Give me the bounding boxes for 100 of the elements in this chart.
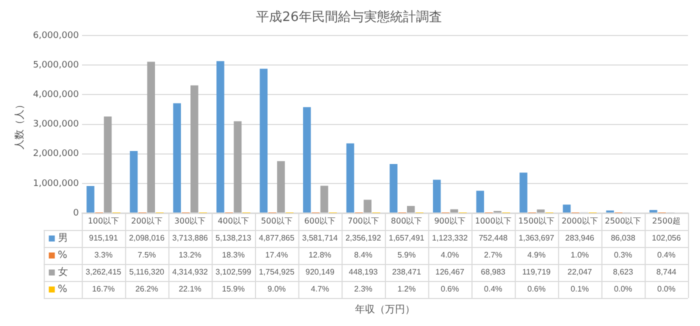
- y-tick-label: 2,000,000: [32, 149, 80, 160]
- data-label: 9.0%: [268, 284, 286, 294]
- bar: [216, 61, 224, 212]
- data-label: 4.7%: [310, 284, 330, 294]
- data-label: 0.1%: [570, 284, 589, 294]
- data-label: 12.8%: [308, 250, 332, 260]
- x-tick-label: 700以下: [348, 216, 379, 226]
- chart-title: 平成26年民間給与実態統計調査: [256, 9, 442, 26]
- data-label: 920,149: [305, 268, 335, 277]
- data-label: 5.9%: [397, 250, 416, 260]
- data-label: 1.2%: [397, 284, 416, 294]
- data-label: 22,047: [568, 268, 593, 277]
- data-label: 4,877,865: [258, 234, 295, 243]
- data-label: 2.3%: [354, 284, 372, 294]
- data-label: 1,754,925: [258, 268, 295, 277]
- y-tick-label: 3,000,000: [32, 120, 80, 130]
- data-label: 68,983: [480, 268, 506, 277]
- data-label: 5,138,213: [216, 234, 252, 243]
- x-tick-label: 900以下: [434, 216, 466, 226]
- data-label: 1.0%: [570, 250, 589, 260]
- bar: [476, 190, 484, 212]
- bar: [536, 209, 545, 212]
- legend-label: 男: [58, 233, 68, 244]
- y-tick-label: 6,000,000: [32, 30, 80, 41]
- data-label: 3.3%: [94, 250, 113, 260]
- bar: [130, 150, 138, 212]
- data-label: 238,471: [392, 268, 422, 277]
- y-tick-label: 4,000,000: [32, 90, 80, 100]
- data-label: 3,581,714: [302, 234, 338, 243]
- data-label: 448,193: [348, 268, 378, 277]
- data-label: 17.4%: [265, 250, 288, 260]
- y-tick-label: 1,000,000: [32, 178, 80, 189]
- bar: [562, 204, 571, 212]
- bar: [346, 143, 354, 212]
- data-label: 0.0%: [657, 284, 676, 294]
- x-tick-label: 1000以下: [474, 216, 512, 226]
- data-label: 1,123,332: [432, 234, 468, 243]
- bar: [173, 103, 181, 212]
- data-label: 3,102,599: [216, 268, 252, 277]
- data-label: 86,038: [610, 234, 636, 243]
- data-label: 7.5%: [138, 250, 156, 260]
- data-label: 4.0%: [440, 250, 459, 260]
- data-label: 126,467: [435, 268, 465, 277]
- x-tick-label: 600以下: [304, 216, 336, 226]
- x-tick-label: 500以下: [261, 216, 292, 226]
- x-tick-label: 200以下: [131, 216, 162, 226]
- bar: [234, 121, 242, 212]
- data-label: 0.4%: [484, 284, 502, 294]
- legend-label: 女: [58, 266, 68, 278]
- x-tick-label: 400以下: [218, 216, 249, 226]
- data-label: 283,946: [565, 234, 595, 243]
- x-tick-label: 300以下: [174, 216, 206, 226]
- data-label: 0.3%: [614, 250, 632, 260]
- data-label: 0.4%: [657, 250, 676, 260]
- x-tick-label: 800以下: [390, 216, 422, 226]
- bar: [147, 62, 155, 212]
- y-tick-label: 5,000,000: [32, 60, 80, 71]
- data-label: 22.1%: [178, 284, 202, 294]
- bar: [432, 180, 441, 212]
- bar: [104, 116, 112, 212]
- data-label: 3,262,415: [86, 268, 122, 277]
- bar: [520, 172, 528, 212]
- bar: [320, 186, 328, 212]
- data-label: 119,719: [522, 268, 552, 277]
- data-label: 915,191: [88, 234, 118, 243]
- data-label: 0.0%: [614, 284, 632, 294]
- data-label: 752,448: [478, 234, 508, 243]
- bar: [190, 85, 198, 212]
- text: 年収（万円）: [354, 304, 415, 316]
- data-label: 2,356,192: [345, 234, 382, 243]
- x-tick-label: 2000以下: [562, 216, 598, 226]
- x-tick-label: 2500以下: [604, 216, 642, 226]
- y-tick-label: 0: [73, 208, 80, 218]
- data-label: 1,363,697: [518, 234, 555, 243]
- bar: [649, 210, 658, 212]
- data-label: 4,314,932: [172, 268, 208, 277]
- data-label: 18.3%: [222, 250, 245, 260]
- bar: [260, 68, 268, 212]
- x-tick-label: 2500超: [652, 216, 681, 226]
- data-label: 102,056: [652, 234, 682, 243]
- y-axis-title: 人数（人）: [14, 99, 26, 150]
- data-label: 2,098,016: [128, 234, 166, 243]
- data-label: 8,744: [656, 268, 677, 277]
- data-label: 5,116,320: [129, 268, 165, 277]
- data-label: 0.6%: [527, 284, 546, 294]
- bar: [86, 186, 94, 212]
- bar: [303, 107, 311, 212]
- legend-label: %: [58, 284, 68, 296]
- x-tick-label: 1500以下: [518, 216, 555, 226]
- data-label: 26.2%: [135, 284, 158, 294]
- x-tick-label: 100以下: [88, 216, 120, 226]
- data-label: 2.7%: [484, 250, 502, 260]
- legend-label: %: [58, 250, 68, 262]
- data-label: 16.7%: [92, 284, 115, 294]
- bar: [406, 206, 415, 212]
- bar: [390, 164, 398, 212]
- data-label: 8,623: [613, 268, 634, 277]
- data-label: 15.9%: [222, 284, 245, 294]
- bar: [364, 200, 372, 212]
- data-label: 1,657,491: [388, 234, 425, 243]
